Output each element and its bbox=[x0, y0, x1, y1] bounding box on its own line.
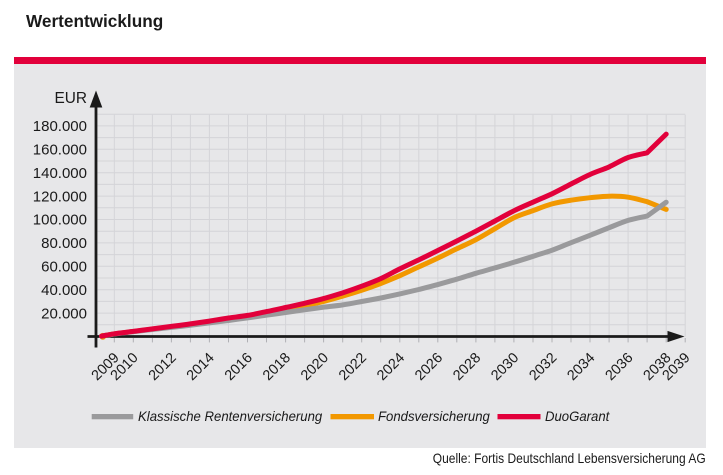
svg-text:Klassische Rentenversicherung: Klassische Rentenversicherung bbox=[138, 409, 323, 424]
svg-text:DuoGarant: DuoGarant bbox=[545, 409, 611, 424]
svg-text:2020: 2020 bbox=[298, 350, 332, 384]
svg-text:EUR: EUR bbox=[55, 90, 88, 107]
svg-text:140.000: 140.000 bbox=[33, 165, 87, 182]
svg-text:100.000: 100.000 bbox=[33, 212, 87, 229]
svg-text:2018: 2018 bbox=[260, 350, 294, 384]
svg-text:2014: 2014 bbox=[184, 350, 218, 384]
svg-text:20.000: 20.000 bbox=[41, 305, 87, 322]
svg-text:2030: 2030 bbox=[488, 350, 522, 384]
svg-text:2032: 2032 bbox=[526, 350, 560, 384]
svg-text:2016: 2016 bbox=[222, 350, 256, 384]
svg-text:2022: 2022 bbox=[336, 350, 370, 384]
svg-text:160.000: 160.000 bbox=[33, 142, 87, 159]
svg-text:2034: 2034 bbox=[564, 350, 598, 384]
svg-text:2012: 2012 bbox=[146, 350, 180, 384]
svg-text:60.000: 60.000 bbox=[41, 259, 87, 276]
svg-text:180.000: 180.000 bbox=[33, 118, 87, 135]
svg-text:2026: 2026 bbox=[412, 350, 446, 384]
svg-text:2024: 2024 bbox=[374, 350, 408, 384]
svg-text:40.000: 40.000 bbox=[41, 282, 87, 299]
svg-text:2028: 2028 bbox=[450, 350, 484, 384]
svg-text:120.000: 120.000 bbox=[33, 188, 87, 205]
svg-text:2036: 2036 bbox=[602, 350, 636, 384]
svg-text:80.000: 80.000 bbox=[41, 235, 87, 252]
svg-text:Fondsversicherung: Fondsversicherung bbox=[378, 409, 490, 424]
